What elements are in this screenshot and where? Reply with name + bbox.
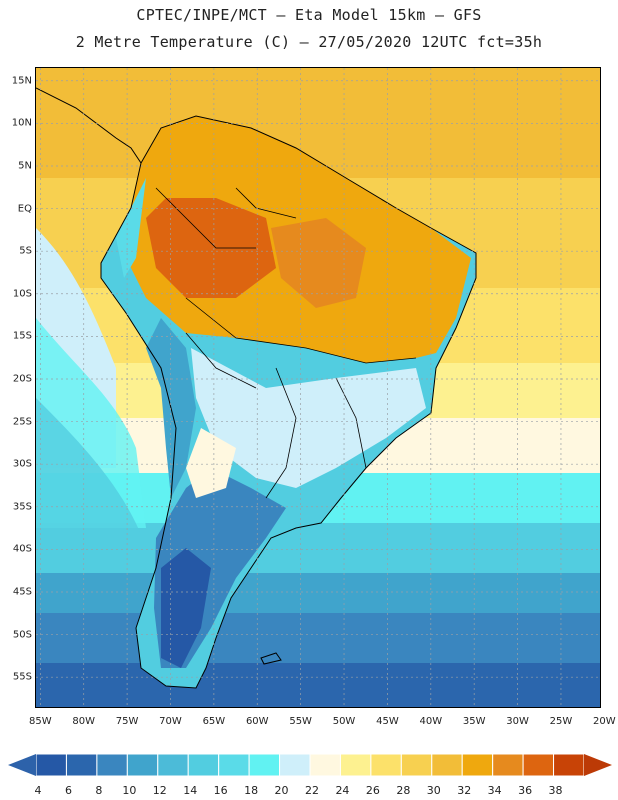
colorbar-swatch [65, 753, 98, 777]
colorbar-swatch [492, 753, 524, 777]
colorbar-swatch [187, 753, 220, 777]
latitude-tick-label: 10N [11, 117, 32, 129]
south-america-coastline [100, 115, 477, 689]
longitude-tick-label: 65W [202, 716, 226, 727]
colorbar-swatch [370, 753, 402, 777]
colorbar-tick-label: 12 [152, 784, 167, 797]
colorbar-swatch [35, 753, 67, 777]
longitude-tick-label: 70W [159, 716, 182, 727]
longitude-tick-label: 45W [376, 716, 399, 727]
colorbar-tick-label: 16 [213, 784, 228, 797]
colorbar-tick-label: 32 [457, 784, 472, 797]
latitude-tick-label: 25S [12, 416, 32, 428]
latitude-tick-label: 40S [12, 543, 32, 555]
andes-cool-north [116, 178, 146, 278]
latitude-tick-label: 30S [12, 458, 32, 470]
colorbar-tick-label: 4 [34, 784, 42, 797]
colorbar-swatch [279, 753, 311, 777]
graticule [36, 68, 600, 707]
colorbar-tick-label: 24 [335, 784, 350, 797]
colorbar-boxes [35, 753, 585, 777]
longitude-tick-label: 55W [289, 716, 312, 727]
colorbar-tick-label: 8 [95, 784, 103, 797]
colorbar-swatch [431, 753, 463, 777]
latitude-tick-label: 5N [18, 160, 32, 172]
longitude-tick-label: 40W [419, 716, 443, 727]
latitude-tick-label: EQ [17, 203, 32, 215]
colorbar-tick-label: 20 [274, 784, 289, 797]
latitude-tick-label: 50S [12, 629, 32, 641]
latitude-tick-label: 5S [19, 245, 32, 257]
band-tropical-north [36, 68, 600, 178]
latitude-tick-label: 45S [12, 586, 32, 598]
longitude-tick-label: 85W [29, 716, 52, 727]
falkland-islands [260, 652, 282, 665]
colorbar-tick-label: 14 [183, 784, 198, 797]
triangle-right-icon [584, 754, 612, 776]
colorbar-swatch [400, 753, 433, 777]
longitude-tick-label: 50W [332, 716, 356, 727]
coastlines-and-borders [36, 87, 477, 689]
southeast-mild [191, 348, 426, 488]
colorbar-tick-label: 6 [64, 784, 72, 797]
colorbar-swatch [218, 753, 250, 777]
colorbar-tick-label: 38 [548, 784, 563, 797]
colorbar-tick-label: 30 [426, 784, 441, 797]
band-45s [36, 613, 600, 663]
longitude-tick-label: 60W [245, 716, 269, 727]
latitude-tick-label: 20S [12, 373, 32, 385]
colorbar-tick-label: 22 [305, 784, 319, 797]
latitude-tick-label: 15S [12, 330, 32, 342]
colorbar-swatch [339, 753, 372, 777]
latitude-tick-label: 15N [11, 75, 32, 87]
colorbar-swatch [309, 753, 341, 777]
longitude-tick-label: 35W [462, 716, 486, 727]
central-america-coastline [36, 87, 142, 164]
band-50s [36, 663, 600, 707]
colorbar-swatch [248, 753, 281, 777]
colorbar-swatch [553, 753, 585, 777]
band-40s [36, 573, 600, 613]
chart-title-line2: 2 Metre Temperature (C) – 27/05/2020 12U… [75, 33, 543, 51]
colorbar-swatch [96, 753, 128, 777]
colorbar-tick-label: 10 [122, 784, 137, 797]
map-canvas [36, 68, 600, 707]
latitude-tick-label: 10S [12, 288, 32, 300]
colorbar-tick-label: 36 [518, 784, 533, 797]
longitude-tick-label: 30W [506, 716, 529, 727]
temperature-map [35, 67, 601, 708]
longitude-tick-label: 20W [593, 716, 616, 727]
colorbar-tick-label: 28 [396, 784, 411, 797]
colorbar-tick-label: 18 [244, 784, 259, 797]
colorbar-tick-label: 34 [487, 784, 502, 797]
colorbar-swatch [461, 753, 494, 777]
colorbar [8, 753, 612, 777]
latitude-tick-label: 35S [12, 501, 32, 513]
colorbar-swatch [157, 753, 189, 777]
colorbar-swatch [522, 753, 555, 777]
triangle-left-icon [8, 754, 36, 776]
latitude-tick-label: 55S [12, 671, 32, 683]
chart-title-line1: CPTEC/INPE/MCT – Eta Model 15km – GFS [136, 6, 482, 24]
longitude-tick-label: 80W [72, 716, 96, 727]
colorbar-tick-label: 26 [365, 784, 380, 797]
longitude-tick-label: 75W [115, 716, 139, 727]
longitude-tick-label: 25W [549, 716, 573, 727]
colorbar-swatch [126, 753, 159, 777]
amazon-hot [146, 198, 276, 298]
